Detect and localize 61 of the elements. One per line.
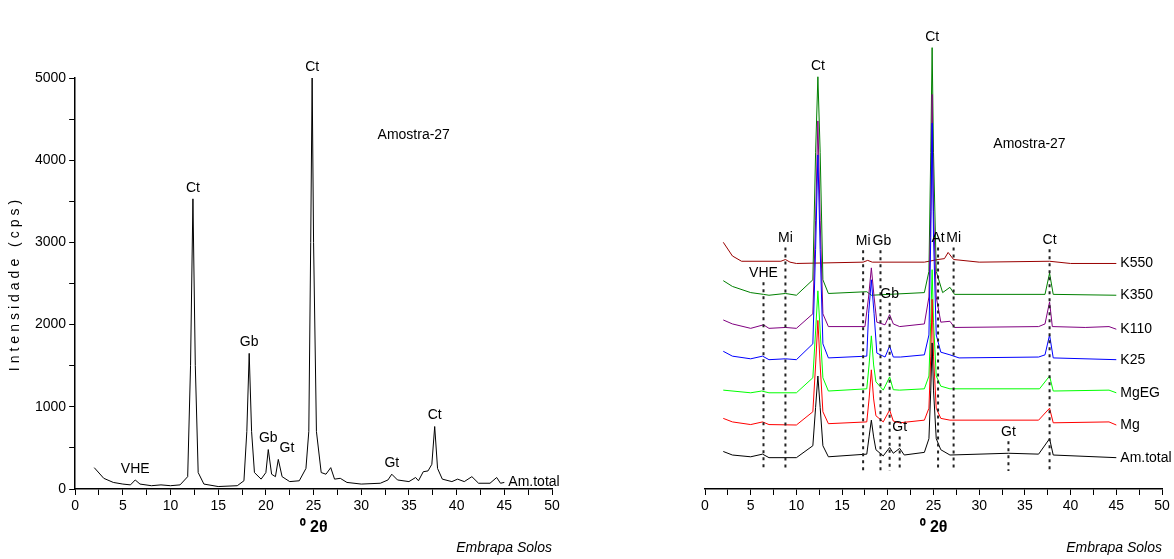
x-tick-label: 0 — [701, 497, 710, 514]
y-tick-label: 1000 — [34, 397, 67, 414]
annotation: Gt — [1001, 423, 1016, 440]
x-tick-label: 45 — [496, 497, 513, 514]
annotation: Mi — [778, 229, 793, 246]
annotation: Amostra-27 — [993, 135, 1066, 152]
annotation: Mi — [946, 229, 961, 246]
y-tick-label: 0 — [58, 479, 67, 496]
annotation: Ct — [810, 56, 825, 73]
annotation: Gt — [279, 439, 295, 456]
text: Embrapa Solos — [1066, 538, 1162, 555]
annotation: Gt — [892, 418, 908, 435]
x-tick-label: 0 — [71, 497, 80, 514]
x-tick-label: 40 — [448, 497, 465, 514]
series-label: Am.total — [508, 473, 560, 490]
x-tick-label: 15 — [210, 497, 227, 514]
annotation: Amostra-27 — [377, 126, 451, 143]
annotation: Mi — [855, 232, 871, 249]
x-tick-label: 20 — [258, 497, 274, 514]
series-label: Mg — [1120, 415, 1140, 432]
x-tick-label: 50 — [1154, 497, 1170, 514]
series-label: K110 — [1120, 320, 1153, 337]
x-tick-label: 35 — [1017, 497, 1033, 514]
y-tick-label: 4000 — [34, 151, 67, 168]
y-axis-title: Intensidade (cps) — [5, 195, 22, 372]
annotation: Ct — [185, 178, 201, 195]
annotation: Ct — [305, 57, 320, 74]
x-tick-label: 50 — [544, 497, 560, 514]
annotation: Ct — [1042, 231, 1057, 248]
annotation: VHE — [120, 459, 150, 476]
x-tick-label: 25 — [305, 497, 322, 514]
x-tick-label: 35 — [401, 497, 417, 514]
series-label: Am.total — [1120, 448, 1172, 465]
annotation: Gb — [872, 232, 892, 249]
y-tick-label: 5000 — [34, 68, 67, 85]
annotation: Gb — [258, 429, 278, 446]
annotation: VHE — [749, 264, 778, 281]
series-label: K350 — [1120, 286, 1154, 303]
x-tick-label: 10 — [788, 497, 805, 514]
series-label: K550 — [1120, 254, 1154, 271]
x-tick-label: 10 — [162, 497, 179, 514]
x-tick-label: 5 — [118, 497, 127, 514]
annotation: Ct — [427, 406, 442, 423]
x-axis-title: ⁰ 2θ — [918, 517, 948, 535]
x-axis-title: ⁰ 2θ — [298, 517, 328, 535]
x-tick-label: 15 — [834, 497, 851, 514]
x-tick-label: 45 — [1108, 497, 1125, 514]
series-label: K25 — [1120, 350, 1146, 367]
x-tick-label: 25 — [925, 497, 942, 514]
x-tick-label: 30 — [353, 497, 370, 514]
x-tick-label: 5 — [746, 497, 755, 514]
series-label: MgEG — [1120, 383, 1160, 400]
annotation: Gb — [239, 333, 259, 350]
y-tick-label: 3000 — [34, 233, 67, 250]
x-tick-label: 20 — [880, 497, 896, 514]
x-tick-label: 30 — [971, 497, 988, 514]
annotation: Ct — [925, 27, 940, 44]
text: Embrapa Solos — [456, 538, 552, 555]
annotation: Gt — [384, 454, 400, 471]
x-tick-label: 40 — [1062, 497, 1079, 514]
y-tick-label: 2000 — [34, 315, 67, 332]
